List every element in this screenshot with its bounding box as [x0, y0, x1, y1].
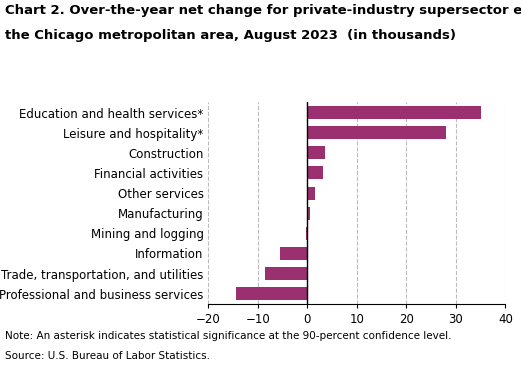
Text: Chart 2. Over-the-year net change for private-industry supersector employment in: Chart 2. Over-the-year net change for pr…: [5, 4, 521, 17]
Text: Source: U.S. Bureau of Labor Statistics.: Source: U.S. Bureau of Labor Statistics.: [5, 351, 210, 361]
Text: Note: An asterisk indicates statistical significance at the 90-percent confidenc: Note: An asterisk indicates statistical …: [5, 331, 452, 341]
Bar: [265, 267, 307, 280]
Bar: [307, 207, 310, 220]
Bar: [307, 146, 325, 159]
Bar: [307, 187, 315, 199]
Bar: [306, 227, 307, 240]
Bar: [280, 247, 307, 260]
Bar: [307, 126, 446, 139]
Bar: [307, 106, 480, 119]
Text: the Chicago metropolitan area, August 2023  (in thousands): the Chicago metropolitan area, August 20…: [5, 29, 456, 42]
Bar: [235, 287, 307, 300]
Bar: [307, 167, 323, 179]
